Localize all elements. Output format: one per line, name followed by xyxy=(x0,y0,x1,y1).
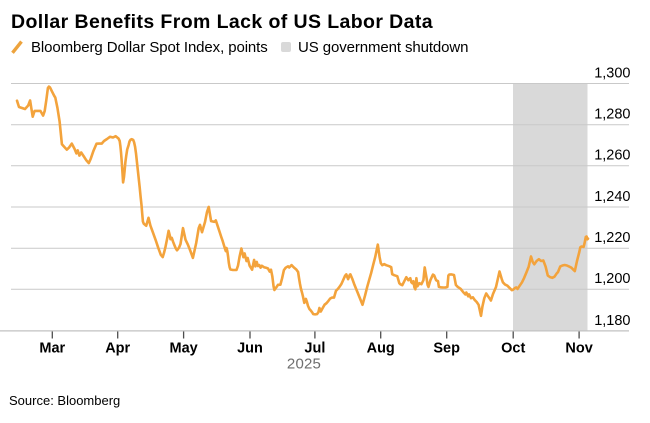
svg-text:May: May xyxy=(169,341,197,357)
svg-text:1,240: 1,240 xyxy=(594,189,630,205)
svg-text:Apr: Apr xyxy=(105,341,130,357)
svg-text:1,300: 1,300 xyxy=(594,65,630,81)
svg-text:2025: 2025 xyxy=(287,356,321,373)
svg-text:1,200: 1,200 xyxy=(594,271,630,287)
svg-text:Jul: Jul xyxy=(304,341,325,357)
svg-text:Aug: Aug xyxy=(367,341,395,357)
svg-text:Jun: Jun xyxy=(237,341,263,357)
svg-text:Nov: Nov xyxy=(565,341,592,357)
svg-text:Oct: Oct xyxy=(501,341,525,357)
svg-text:1,260: 1,260 xyxy=(594,148,630,164)
svg-text:1,280: 1,280 xyxy=(594,107,630,123)
svg-text:Mar: Mar xyxy=(39,341,65,357)
svg-text:Sep: Sep xyxy=(433,341,460,357)
svg-text:1,180: 1,180 xyxy=(594,313,630,329)
svg-text:1,220: 1,220 xyxy=(594,230,630,246)
